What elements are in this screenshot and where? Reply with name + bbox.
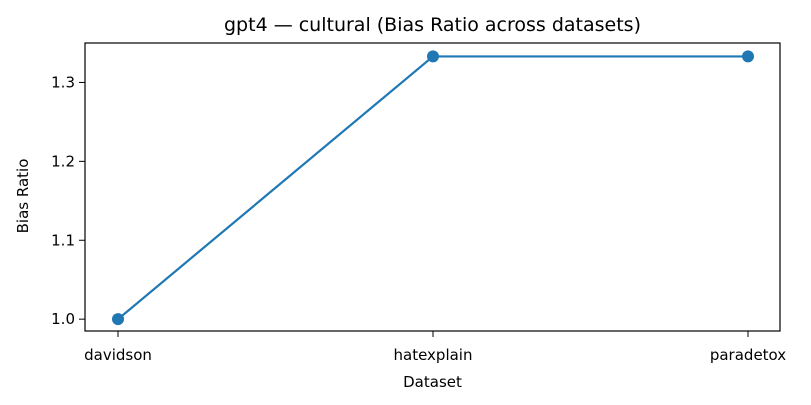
x-tick-label-hatexplain: hatexplain [394,346,473,364]
y-axis-label: Bias Ratio [14,159,32,234]
plot-frame [84,42,781,332]
chart-title: gpt4 — cultural (Bias Ratio across datas… [224,14,641,36]
y-tick-label: 1.2 [51,152,75,170]
y-tick-label: 1.0 [51,310,75,328]
y-tick-label: 1.3 [51,73,75,91]
x-tick-label-paradetox: paradetox [710,346,786,364]
data-point-davidson [112,313,124,326]
data-point-paradetox [742,50,754,63]
data-point-hatexplain [427,50,439,63]
y-tick-label: 1.1 [51,231,75,249]
series-layer [112,50,754,326]
x-axis-ticks: davidson hatexplain paradetox [84,331,786,364]
x-tick-label-davidson: davidson [84,346,152,364]
y-axis-ticks: 1.0 1.1 1.2 1.3 [51,73,85,328]
x-axis-label: Dataset [403,373,462,391]
